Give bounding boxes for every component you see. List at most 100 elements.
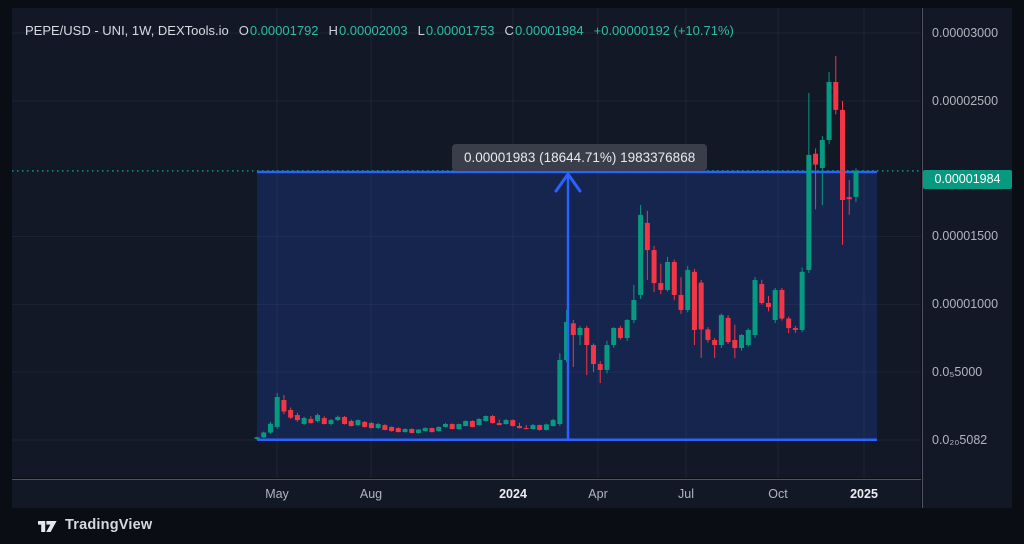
candle — [779, 287, 785, 321]
candle — [617, 325, 623, 340]
candle — [442, 422, 448, 428]
low-value: 0.00001753 — [425, 22, 495, 38]
candle — [436, 426, 442, 432]
candle — [530, 423, 536, 430]
candle — [321, 416, 327, 425]
candle — [564, 309, 570, 362]
low-letter: L — [417, 22, 425, 38]
candle — [301, 416, 307, 426]
candle — [463, 420, 469, 427]
price-tick-label: 0.00002500 — [932, 93, 999, 108]
candle — [799, 267, 805, 333]
candle — [382, 424, 388, 431]
chart-pane[interactable]: PEPE/USD - UNI, 1W, DEXTools.io O 0.0000… — [12, 8, 921, 478]
candles-layer — [254, 55, 859, 440]
high-value: 0.00002003 — [338, 22, 408, 38]
candle — [261, 431, 267, 438]
time-tick-label: Jul — [678, 487, 694, 501]
candle — [510, 419, 516, 427]
candle — [651, 245, 657, 293]
candle — [490, 415, 496, 424]
candle — [691, 268, 697, 346]
candle — [537, 424, 543, 431]
ohlc-open: O 0.00001792 — [239, 23, 319, 38]
candlestick-chart[interactable] — [12, 8, 921, 478]
measure-tool-label[interactable]: 0.00001983 (18644.71%) 1983376868 — [452, 144, 708, 171]
candle — [846, 180, 852, 215]
candle — [543, 423, 549, 431]
tradingview-logo-icon — [38, 521, 57, 532]
candle — [389, 426, 395, 432]
price-tick-label: 0.00001000 — [932, 297, 999, 312]
candle — [503, 418, 509, 425]
time-tick-label: Aug — [359, 487, 383, 501]
price-tick-label: 0.00003000 — [932, 25, 999, 40]
candle — [355, 419, 361, 426]
candle — [671, 259, 677, 301]
price-change: +0.00000192 (+10.71%) — [593, 22, 734, 38]
candle — [469, 420, 475, 428]
candle — [281, 394, 287, 415]
candle — [685, 265, 691, 313]
time-tick-label: Apr — [588, 487, 608, 501]
price-tick-label: 0.0₅5000 — [932, 365, 983, 380]
open-letter: O — [238, 22, 249, 38]
chart-legend: PEPE/USD - UNI, 1W, DEXTools.io O 0.0000… — [25, 21, 734, 39]
price-tick-label: 0.0₂₀5082 — [932, 433, 988, 447]
candle — [658, 263, 664, 295]
candle — [631, 284, 637, 324]
close-letter: C — [504, 22, 514, 38]
candle — [335, 415, 341, 422]
candle — [348, 419, 354, 427]
candle — [274, 392, 280, 430]
candle — [772, 287, 778, 324]
candle — [416, 429, 422, 434]
time-tick-label: 2024 — [499, 487, 527, 501]
candle — [557, 353, 563, 427]
measure-arrow-head — [554, 171, 582, 193]
candle — [476, 418, 482, 426]
candle — [254, 436, 260, 440]
candle — [584, 325, 590, 376]
time-tick-label: 2025 — [850, 487, 878, 501]
price-axis[interactable]: 0.00003000 0.00002500 0.00001500 0.00001000… — [922, 8, 1012, 508]
price-tick-label: 0.00001500 — [932, 229, 999, 244]
high-letter: H — [328, 22, 338, 38]
candle — [375, 422, 381, 429]
candle — [765, 295, 771, 312]
close-value: 0.00001984 — [514, 22, 584, 38]
candle — [833, 55, 839, 115]
candle — [294, 412, 300, 422]
candle — [665, 256, 671, 292]
candle — [456, 423, 462, 430]
candle — [678, 277, 684, 314]
candle — [752, 276, 758, 338]
candle — [429, 427, 435, 433]
candle — [698, 279, 704, 358]
candle — [597, 361, 603, 384]
candle — [813, 148, 819, 210]
candle — [638, 205, 644, 299]
candle — [853, 168, 859, 203]
candle — [840, 100, 846, 245]
candle — [402, 428, 408, 433]
time-axis[interactable]: May Aug 2024 Apr Jul Oct 2025 — [12, 479, 921, 508]
time-tick-label: May — [265, 487, 289, 501]
candle — [368, 422, 374, 429]
candle — [745, 328, 751, 347]
candle — [604, 340, 610, 374]
candle — [449, 423, 455, 430]
candle — [288, 407, 294, 419]
candle — [308, 416, 314, 424]
open-value: 0.00001792 — [249, 22, 319, 38]
candle — [267, 421, 273, 434]
tradingview-attribution[interactable]: TradingView — [38, 514, 152, 536]
candle — [315, 413, 321, 423]
candle — [739, 334, 745, 351]
candle — [591, 343, 596, 373]
symbol-title: PEPE/USD - UNI, 1W, DEXTools.io — [25, 22, 229, 38]
candle — [577, 325, 583, 346]
candle — [792, 326, 798, 333]
candle — [483, 415, 489, 422]
